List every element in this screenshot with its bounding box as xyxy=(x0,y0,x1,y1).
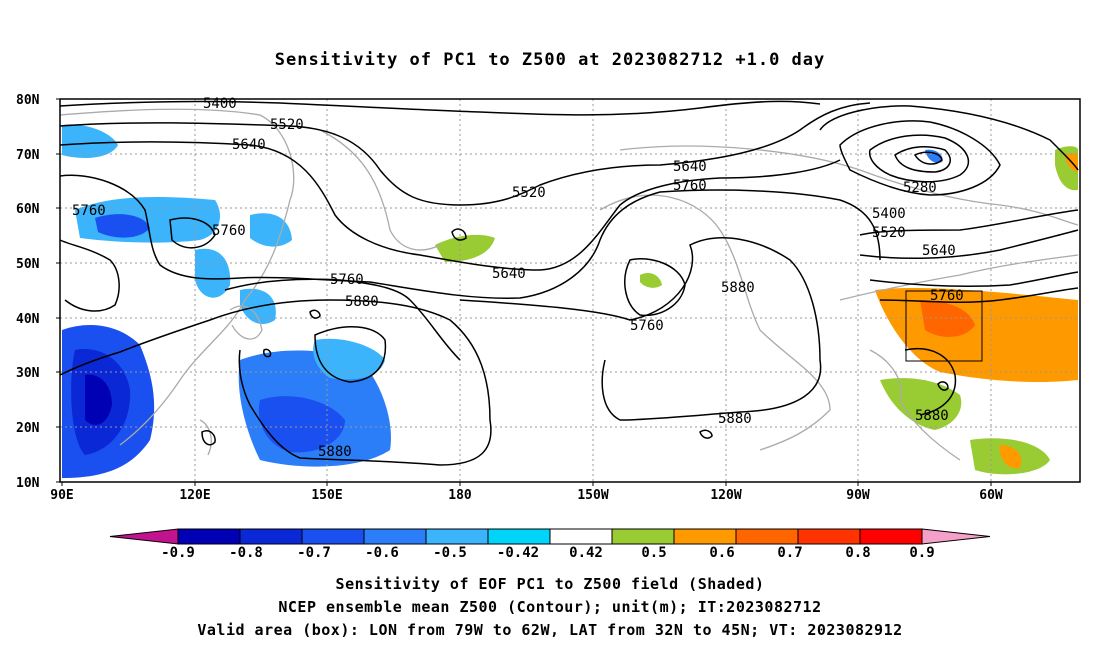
colorbar-label: -0.8 xyxy=(229,545,263,561)
lon-label: 150W xyxy=(577,488,608,503)
contour-label: 5760 xyxy=(930,288,964,304)
chart-title: Sensitivity of PC1 to Z500 at 2023082712… xyxy=(274,50,826,70)
contour-labels: 5400 5520 5640 5760 5760 5760 5880 5520 … xyxy=(72,96,964,460)
coastlines xyxy=(59,108,1079,461)
colorbar-label: -0.5 xyxy=(433,545,467,561)
contour-label: 5880 xyxy=(318,444,352,460)
lat-label: 10N xyxy=(16,476,40,491)
colorbar-segment xyxy=(859,528,923,545)
z500-contours xyxy=(59,100,1079,466)
colorbar-segment xyxy=(363,528,427,545)
colorbar-segment xyxy=(797,528,861,545)
contour-label: 5400 xyxy=(872,206,906,222)
longitude-labels: 90E 120E 150E 180 150W 120W 90W 60W xyxy=(50,488,1003,503)
contour-label: 5520 xyxy=(512,185,546,201)
contour-label: 5400 xyxy=(203,96,237,112)
lat-label: 60N xyxy=(16,202,40,217)
colorbar-label: -0.9 xyxy=(161,545,195,561)
colorbar-label: 0.6 xyxy=(709,545,734,561)
lat-label: 20N xyxy=(16,421,40,436)
map-frame xyxy=(59,98,1081,483)
colorbar-label: 0.5 xyxy=(641,545,666,561)
valid-area-box xyxy=(905,290,983,362)
colorbar-min-arrow xyxy=(109,528,179,545)
lon-label: 60W xyxy=(979,488,1003,503)
colorbar-label: 0.42 xyxy=(569,545,603,561)
colorbar xyxy=(109,528,991,545)
contour-label: 5880 xyxy=(718,411,752,427)
colorbar-label: -0.42 xyxy=(497,545,539,561)
lon-label: 120W xyxy=(710,488,741,503)
colorbar-segment xyxy=(673,528,737,545)
footer-line-valid-area: Valid area (box): LON from 79W to 62W, L… xyxy=(197,621,903,639)
colorbar-segment xyxy=(425,528,489,545)
colorbar-segment xyxy=(549,528,613,545)
contour-label: 5760 xyxy=(72,203,106,219)
colorbar-label: 0.7 xyxy=(777,545,802,561)
lat-label: 30N xyxy=(16,366,40,381)
lat-label: 40N xyxy=(16,312,40,327)
colorbar-label: -0.6 xyxy=(365,545,399,561)
contour-label: 5640 xyxy=(922,243,956,259)
contour-label: 5760 xyxy=(673,178,707,194)
lon-label: 90E xyxy=(50,488,73,503)
lon-label: 180 xyxy=(448,488,472,503)
lon-label: 90W xyxy=(846,488,870,503)
colorbar-segment xyxy=(487,528,551,545)
contour-label: 5880 xyxy=(345,294,379,310)
contour-label: 5280 xyxy=(903,180,937,196)
colorbar-segment xyxy=(735,528,799,545)
lat-label: 50N xyxy=(16,257,40,272)
colorbar-label: 0.9 xyxy=(909,545,934,561)
contour-label: 5520 xyxy=(872,225,906,241)
contour-label: 5880 xyxy=(721,280,755,296)
lon-label: 120E xyxy=(179,488,210,503)
colorbar-label: 0.8 xyxy=(845,545,870,561)
lat-label: 80N xyxy=(16,93,40,108)
contour-label: 5640 xyxy=(232,137,266,153)
contour-label: 5760 xyxy=(630,318,664,334)
colorbar-max-arrow xyxy=(921,528,991,545)
grid-lines xyxy=(60,99,1080,482)
footer-line-contour: NCEP ensemble mean Z500 (Contour); unit(… xyxy=(278,598,822,616)
contour-label: 5760 xyxy=(330,272,364,288)
colorbar-segment xyxy=(301,528,365,545)
colorbar-segment xyxy=(611,528,675,545)
lat-label: 70N xyxy=(16,148,40,163)
latitude-labels: 80N 70N 60N 50N 40N 30N 20N 10N xyxy=(16,93,40,491)
axis-ticks xyxy=(56,98,992,486)
footer-line-shaded: Sensitivity of EOF PC1 to Z500 field (Sh… xyxy=(335,575,765,593)
colorbar-labels: -0.9 -0.8 -0.7 -0.6 -0.5 -0.42 0.42 0.5 … xyxy=(161,545,935,561)
colorbar-segment xyxy=(239,528,303,545)
colorbar-label: -0.7 xyxy=(297,545,331,561)
contour-label: 5880 xyxy=(915,408,949,424)
colorbar-segment xyxy=(177,528,241,545)
contour-label: 5760 xyxy=(212,223,246,239)
contour-label: 5520 xyxy=(270,117,304,133)
lon-label: 150E xyxy=(311,488,342,503)
contour-label: 5640 xyxy=(673,159,707,175)
contour-label: 5640 xyxy=(492,266,526,282)
